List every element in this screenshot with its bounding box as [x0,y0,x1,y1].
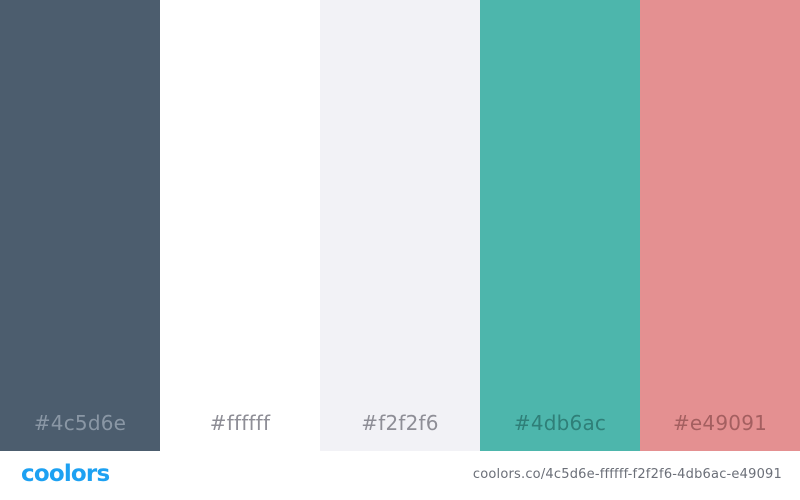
swatch-4[interactable]: #4db6ac [480,0,640,451]
swatch-hex-label: #4db6ac [513,411,607,435]
swatch-2[interactable]: #ffffff [160,0,320,451]
swatch-hex-label: #ffffff [209,411,271,435]
coolors-logo[interactable]: coolors [21,461,110,487]
swatch-3[interactable]: #f2f2f6 [320,0,480,451]
swatch-hex-label: #f2f2f6 [361,411,439,435]
color-palette: #4c5d6e #ffffff #f2f2f6 #4db6ac #e49091 [0,0,800,451]
swatch-1[interactable]: #4c5d6e [0,0,160,451]
swatch-5[interactable]: #e49091 [640,0,800,451]
footer-bar: coolors coolors.co/4c5d6e-ffffff-f2f2f6-… [0,451,800,500]
swatch-hex-label: #4c5d6e [33,411,127,435]
palette-url[interactable]: coolors.co/4c5d6e-ffffff-f2f2f6-4db6ac-e… [472,467,782,482]
swatch-hex-label: #e49091 [672,411,768,435]
